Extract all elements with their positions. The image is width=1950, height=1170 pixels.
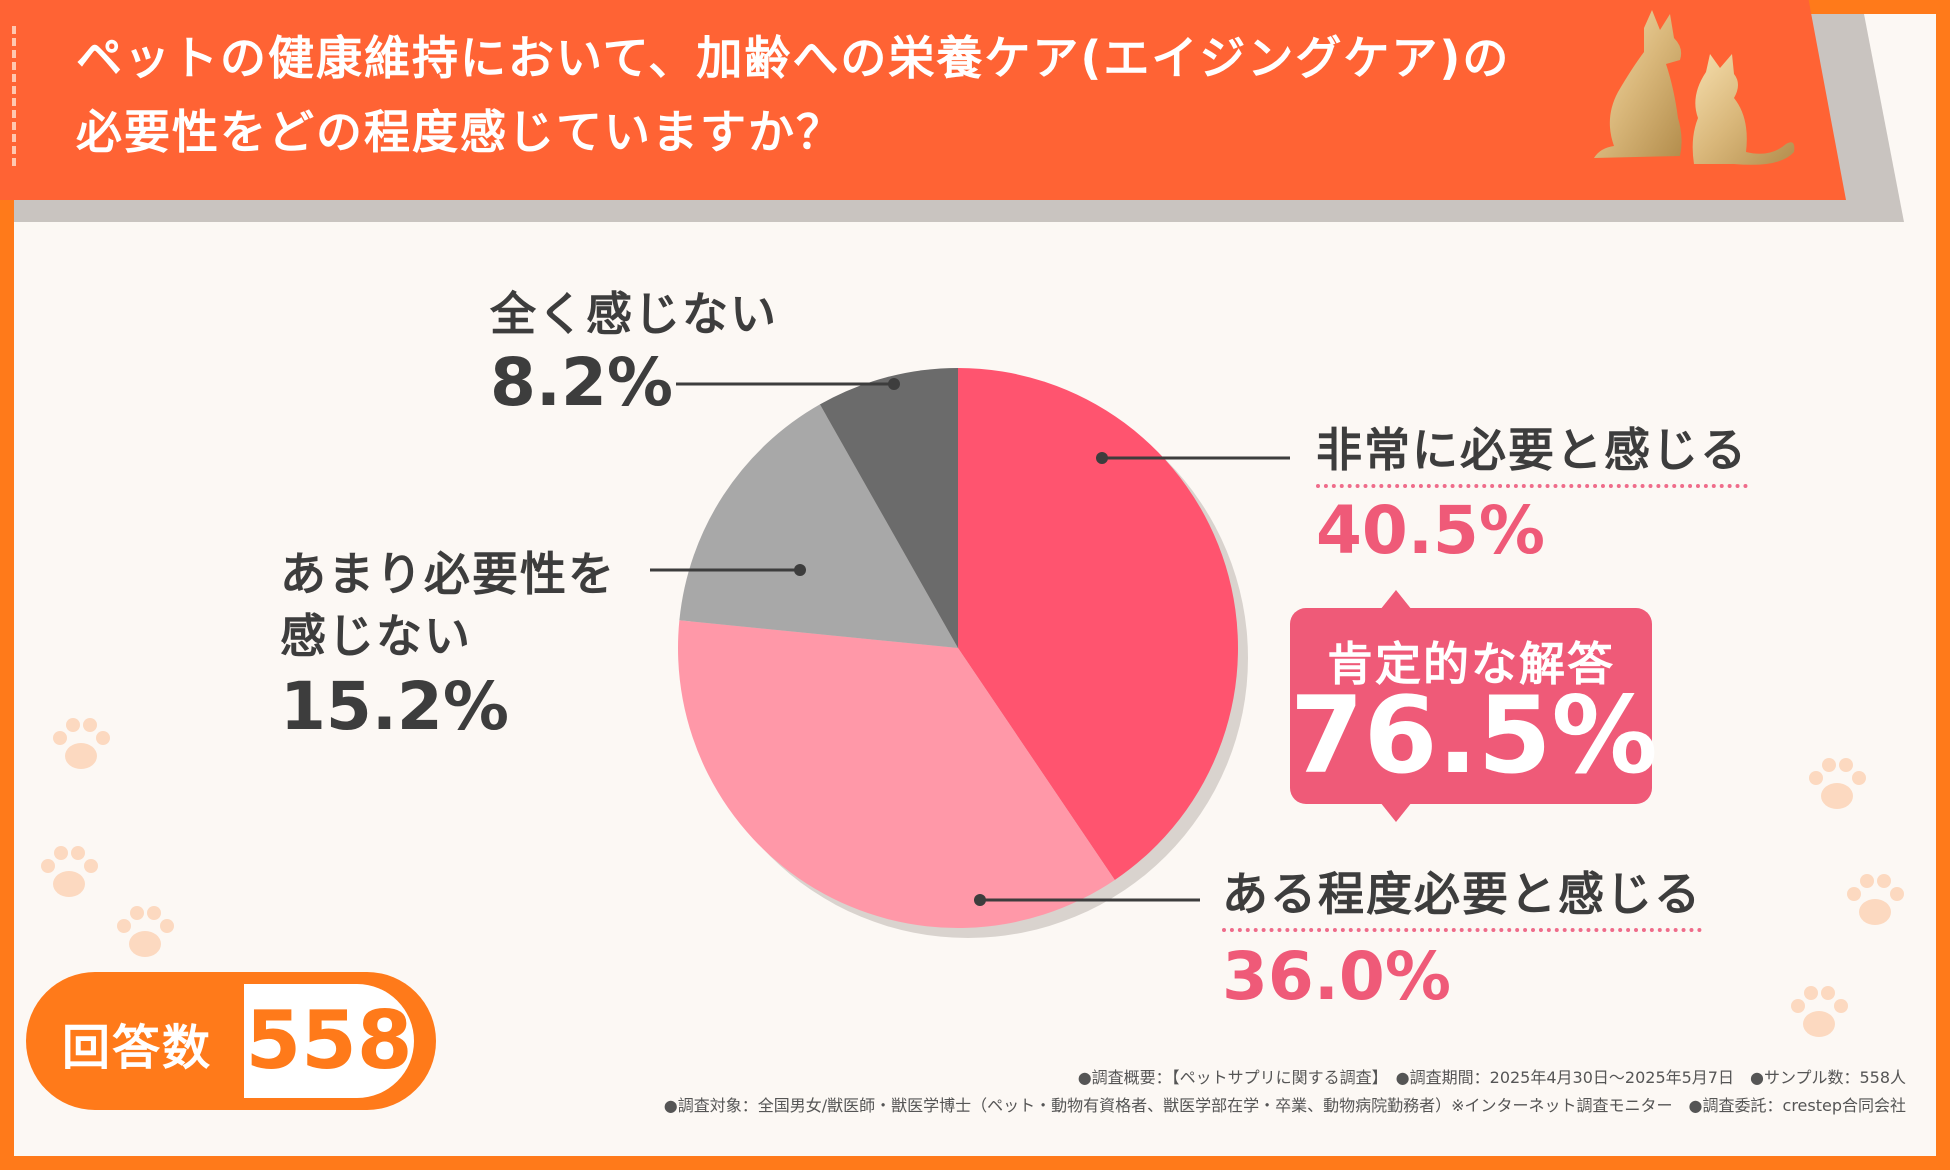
- survey-summary-line2: ●調査対象：全国男女/獣医師・獣医学博士（ペット・動物有資格者、獣医学部在学・卒…: [663, 1096, 1906, 1115]
- banner-dashed-line: [12, 26, 16, 166]
- paw-print-icon: [117, 906, 174, 957]
- slice-not-at-all: [819, 368, 958, 648]
- slice-value-not-at-all: 8.2%: [490, 344, 674, 421]
- paw-print-icon: [1809, 758, 1866, 809]
- survey-summary-line1: ●調査概要：【ペットサプリに関する調査】 ●調査期間：2025年4月30日～20…: [1077, 1068, 1906, 1087]
- slice-value-very-necessary: 40.5%: [1316, 492, 1545, 569]
- badge-arrow-up: [1380, 590, 1412, 610]
- leader-dot: [888, 378, 900, 390]
- badge-arrow-down: [1380, 802, 1412, 822]
- slice-label-not-very-necessary-line1: あまり必要性を: [280, 547, 616, 601]
- paw-print-icon: [1847, 874, 1904, 925]
- slice-very-necessary: [958, 368, 1239, 880]
- slice-not-very-necessary: [679, 404, 958, 648]
- badge-value: 76.5%: [1290, 674, 1658, 797]
- title-line-2: 必要性をどの程度感じていますか？: [76, 105, 844, 159]
- paw-print-icon: [41, 846, 98, 897]
- slice-value-not-very-necessary: 15.2%: [280, 668, 509, 745]
- slice-value-somewhat-necessary: 36.0%: [1222, 938, 1451, 1015]
- title-banner: ペットの健康維持において、加齢への栄養ケア(エイジングケア)の 必要性をどの程度…: [0, 0, 1846, 200]
- paw-print-icon: [53, 718, 110, 769]
- title-line-1: ペットの健康維持において、加齢への栄養ケア(エイジングケア)の: [76, 31, 1511, 85]
- positive-answer-badge: 肯定的な解答 76.5%: [1290, 608, 1658, 804]
- leader-dot: [974, 894, 986, 906]
- slice-label-not-at-all: 全く感じない: [490, 287, 778, 341]
- badge-label: 肯定的な解答: [1327, 637, 1615, 691]
- leader-dot: [1096, 452, 1108, 464]
- dog-and-cat-silhouette-icon: [1594, 10, 1795, 165]
- slice-somewhat-necessary: [678, 620, 1115, 929]
- respondent-count: 回答数 558: [26, 972, 436, 1110]
- respondent-count-box: 558: [244, 984, 414, 1098]
- leader-dot: [794, 564, 806, 576]
- slice-label-not-very-necessary-line2: 感じない: [280, 609, 472, 663]
- respondent-count-label: 回答数: [62, 1020, 213, 1076]
- paw-print-icon: [1791, 986, 1848, 1037]
- respondent-count-value: 558: [245, 994, 413, 1087]
- slice-label-very-necessary: 非常に必要と感じる: [1316, 414, 1748, 488]
- slice-label-somewhat-necessary: ある程度必要と感じる: [1222, 858, 1702, 932]
